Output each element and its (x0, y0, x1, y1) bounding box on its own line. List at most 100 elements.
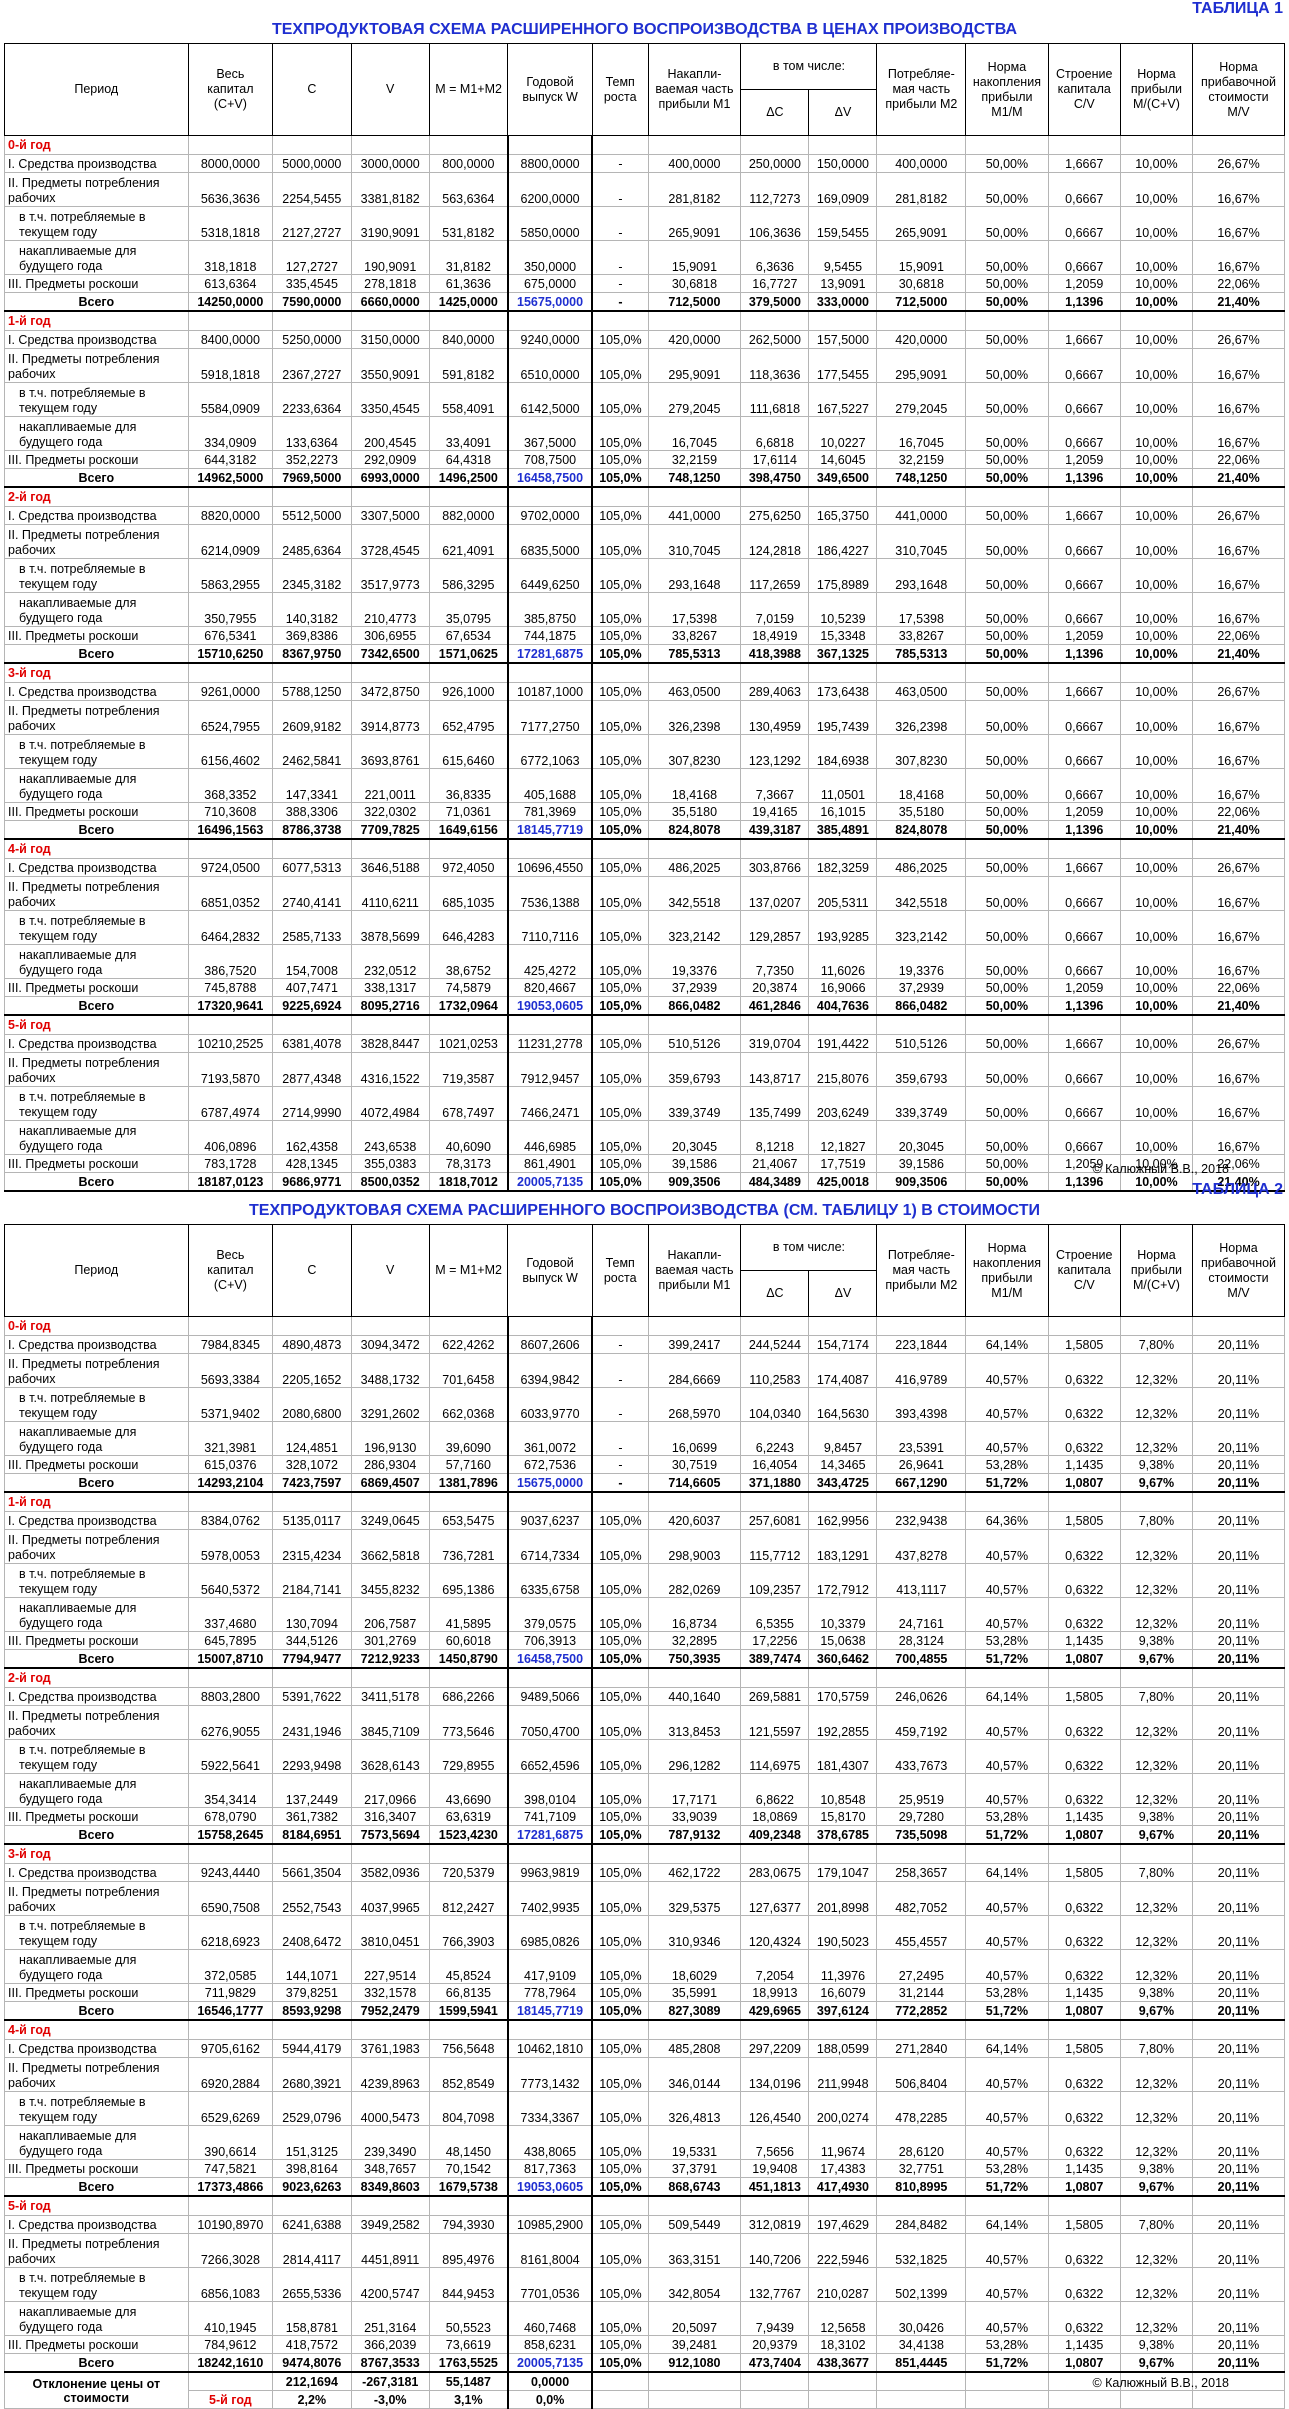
table-cell: 184,6938 (808, 734, 878, 769)
year-label: 3-й год (4, 1843, 189, 1864)
table-cell: 645,7895 (187, 1631, 274, 1650)
table-cell: 223,1844 (876, 1335, 967, 1354)
table-row: II. Предметы потребления рабочих 5918,181… (4, 348, 1285, 383)
table-cell: 2254,5455 (272, 172, 352, 207)
table-cell: 35,5180 (876, 802, 967, 821)
empty-cell (350, 1316, 430, 1336)
row-label: в т.ч. потребляемые в текущем году (4, 734, 189, 769)
row-label: III. Предметы роскоши (4, 802, 189, 821)
table-cell: 350,0000 (506, 240, 594, 275)
table-cell: 162,4358 (272, 1120, 352, 1155)
table-cell: 342,5518 (647, 876, 742, 911)
empty-cell (808, 2019, 878, 2040)
empty-cell (428, 662, 509, 683)
empty-cell (808, 1014, 878, 1035)
table-cell: 18,6029 (647, 1949, 742, 1984)
table-cell: 0,6322 (1047, 1597, 1121, 1632)
table-cell: 8803,2800 (187, 1687, 274, 1706)
table-cell: 10,00% (1119, 450, 1194, 469)
table-cell: 105,0% (591, 2125, 649, 2160)
table-cell: 130,7094 (272, 1597, 352, 1632)
empty-cell (876, 1491, 967, 1512)
table-cell: 105,0% (591, 802, 649, 821)
table-cell: 0,6322 (1047, 1421, 1121, 1456)
table-cell: 1450,8790 (428, 1649, 509, 1669)
table-cell: 10,00% (1119, 700, 1194, 735)
table-cell: 8184,6951 (272, 1825, 352, 1845)
table-cell: 51,72% (965, 2353, 1049, 2373)
table-cell: 2814,4117 (272, 2233, 352, 2268)
header-profit_rate: Норма прибыли M/(C+V) (1119, 43, 1194, 136)
row-label: Всего (4, 2001, 189, 2021)
table-cell: 0,6322 (1047, 1529, 1121, 1564)
table-cell: 53,28% (965, 2335, 1049, 2354)
table-cell: 310,9346 (647, 1915, 742, 1950)
header-capital: Весь капитал (C+V) (187, 43, 274, 136)
table-cell: 50,00% (965, 910, 1049, 945)
table-cell: 179,1047 (808, 1863, 878, 1882)
table-cell: 4890,4873 (272, 1335, 352, 1354)
table-cell: 64,36% (965, 1511, 1049, 1530)
table-cell: 18145,7719 (506, 820, 594, 840)
table-cell: 12,32% (1119, 2301, 1194, 2336)
table-cell: 17,7171 (647, 1773, 742, 1808)
table-cell: 6033,9770 (506, 1387, 594, 1422)
table-cell: 19,9408 (740, 2159, 810, 2178)
table-cell: 105,0% (591, 382, 649, 417)
year-label: 1-й год (4, 1491, 189, 1512)
empty-cell (187, 662, 274, 683)
table-cell: 50,00% (965, 468, 1049, 488)
empty-cell (1047, 2195, 1121, 2216)
table-cell: 40,57% (965, 1387, 1049, 1422)
table-cell: 19,3376 (647, 944, 742, 979)
table-cell: 39,1586 (647, 1154, 742, 1173)
table-cell: 701,6458 (428, 1353, 509, 1388)
table-cell: 3761,1983 (350, 2039, 430, 2058)
table-cell: 745,8788 (187, 978, 274, 997)
table-cell: 3628,6143 (350, 1739, 430, 1774)
table-cell: 144,1071 (272, 1949, 352, 1984)
table-cell: 6652,4596 (506, 1739, 594, 1774)
table-cell: 1,5805 (1047, 2039, 1121, 2058)
table-cell: 355,0383 (350, 1154, 430, 1173)
row-label: III. Предметы роскоши (4, 274, 189, 293)
table-cell: 105,0% (591, 1949, 649, 1984)
table-cell: 18187,0123 (187, 1172, 274, 1192)
row-label: накапливаемые для будущего года (4, 2125, 189, 2160)
table-cell: 16546,1777 (187, 2001, 274, 2021)
table-cell: 5922,5641 (187, 1739, 274, 1774)
row-label: I. Средства производства (4, 1863, 189, 1882)
table-cell: 105,0% (591, 1172, 649, 1192)
empty-cell (506, 310, 594, 331)
table-cell: 20,11% (1192, 1473, 1285, 1493)
table-cell: 36,8335 (428, 768, 509, 803)
total-row: Всего 14962,5000 7969,5000 6993,0000 1496,25… (4, 468, 1285, 488)
empty-cell (350, 838, 430, 859)
table-row: II. Предметы потребления рабочих 6590,750… (4, 1881, 1285, 1916)
table-cell: 22,06% (1192, 978, 1285, 997)
row-label: I. Средства производства (4, 330, 189, 349)
empty-cell (740, 2371, 810, 2391)
table-cell: 6772,1063 (506, 734, 594, 769)
empty-cell (187, 1843, 274, 1864)
table-row: III. Предметы роскоши 710,3608 388,3306 322… (4, 802, 1285, 821)
table-cell: - (591, 154, 649, 173)
table-cell: 7423,7597 (272, 1473, 352, 1493)
table-cell: 652,4795 (428, 700, 509, 735)
table-cell: 40,57% (965, 1597, 1049, 1632)
table-cell: 2205,1652 (272, 1353, 352, 1388)
table-cell: 861,4901 (506, 1154, 594, 1173)
empty-cell (506, 838, 594, 859)
empty-cell (1192, 662, 1285, 683)
table-cell: 4110,6211 (350, 876, 430, 911)
header-growth: Темп роста (591, 43, 649, 136)
table-cell: 30,0426 (876, 2301, 967, 2336)
table-cell: - (591, 1455, 649, 1474)
table-cell: 16,67% (1192, 1120, 1285, 1155)
table-cell: 409,2348 (740, 1825, 810, 1845)
table-cell: 181,4307 (808, 1739, 878, 1774)
table-cell: 197,4629 (808, 2215, 878, 2234)
empty-cell (965, 2390, 1049, 2409)
table-cell: 32,7751 (876, 2159, 967, 2178)
empty-cell (740, 2195, 810, 2216)
